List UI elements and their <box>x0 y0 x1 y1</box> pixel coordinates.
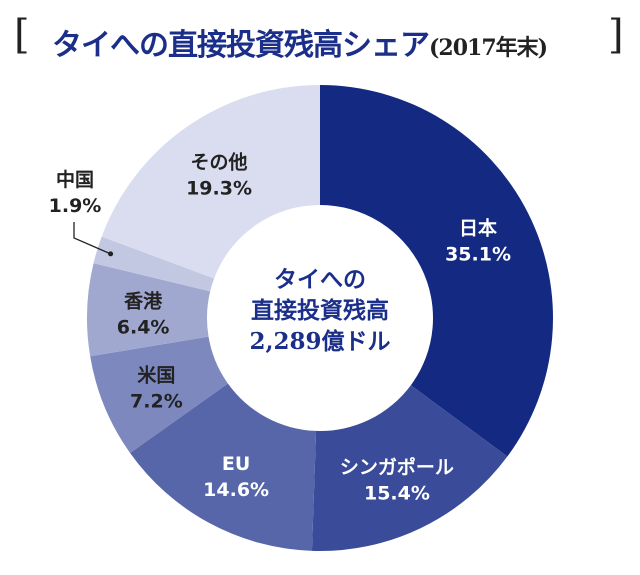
center-label-line-2: 直接投資残高 <box>251 297 389 324</box>
slice-5 <box>93 236 215 292</box>
leader-line-5 <box>73 222 111 255</box>
slice-4 <box>87 263 211 357</box>
slice-3 <box>90 336 228 453</box>
chart-title-bar: [ タイへの直接投資残高シェア(2017年末) ] <box>0 8 640 63</box>
center-label-line-1: タイへの <box>274 266 366 293</box>
right-bracket: ] <box>608 12 624 58</box>
slice-name-label-1: シンガポール <box>340 455 454 478</box>
slice-6 <box>101 85 320 279</box>
slice-name-label-2: EU <box>222 453 250 475</box>
slice-name-label-6: その他 <box>191 151 248 174</box>
slice-name-label-3: 米国 <box>137 364 175 387</box>
slice-name-label-0: 日本 <box>459 216 497 239</box>
title-text: タイへの直接投資残高シェア <box>52 28 430 63</box>
subtitle-text: (2017年末) <box>429 35 548 61</box>
slice-name-label-5: 中国 <box>56 168 94 191</box>
left-bracket: [ <box>14 12 30 58</box>
leader-dot-5 <box>108 251 114 257</box>
slice-name-label-4: 香港 <box>123 291 163 313</box>
slice-value-label-2: 14.6% <box>203 479 269 501</box>
slice-2 <box>130 383 317 551</box>
slice-value-label-6: 19.3% <box>186 178 252 200</box>
center-label-line-3: 2,289億ドル <box>249 328 390 355</box>
slice-value-label-4: 6.4% <box>117 317 170 339</box>
slice-value-label-3: 7.2% <box>130 391 183 413</box>
chart-title: タイへの直接投資残高シェア(2017年末) <box>52 20 548 64</box>
slice-value-label-0: 35.1% <box>445 243 511 265</box>
slice-1 <box>311 385 508 551</box>
slice-value-label-1: 15.4% <box>364 482 430 504</box>
slice-0 <box>320 85 553 457</box>
slice-value-label-5: 1.9% <box>49 195 102 217</box>
